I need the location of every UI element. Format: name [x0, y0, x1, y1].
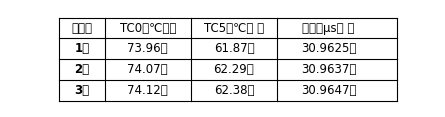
Text: 30.9647。: 30.9647。	[301, 84, 356, 97]
Text: TC0（℃）。: TC0（℃）。	[120, 22, 176, 35]
Text: 74.07。: 74.07。	[127, 63, 168, 76]
Text: 62.29。: 62.29。	[214, 63, 255, 76]
Text: 30.9625。: 30.9625。	[301, 42, 356, 55]
Text: 61.87。: 61.87。	[214, 42, 254, 55]
Text: TC5（℃） 。: TC5（℃） 。	[204, 22, 264, 35]
Text: 声时（μs） 。: 声时（μs） 。	[303, 22, 355, 35]
Text: 2。: 2。	[74, 63, 89, 76]
Text: 73.96。: 73.96。	[127, 42, 168, 55]
Text: 62.38。: 62.38。	[214, 84, 254, 97]
Text: 74.12。: 74.12。	[127, 84, 168, 97]
Text: 30.9637。: 30.9637。	[301, 63, 356, 76]
Text: 序号。: 序号。	[71, 22, 93, 35]
Text: 3。: 3。	[74, 84, 89, 97]
Text: 1。: 1。	[74, 42, 89, 55]
